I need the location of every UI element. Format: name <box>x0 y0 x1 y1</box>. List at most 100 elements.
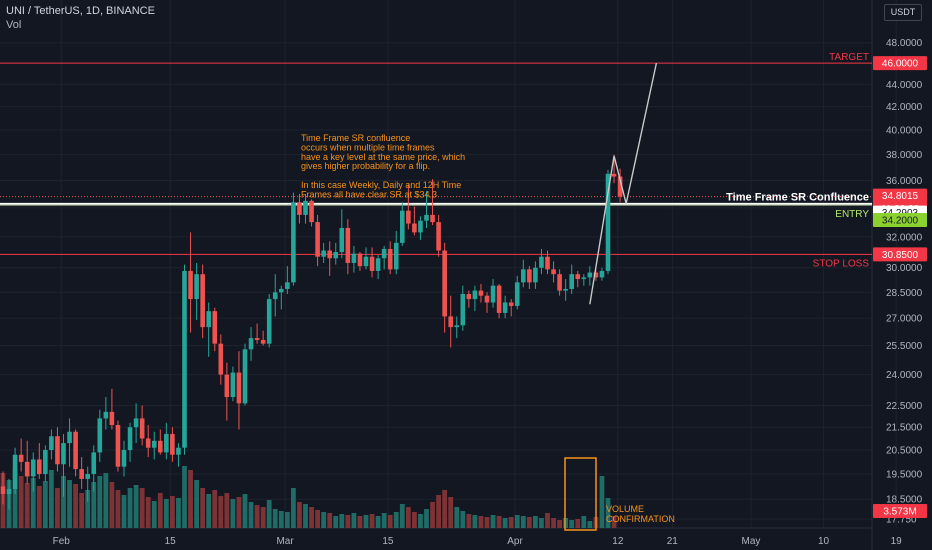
volume-bar <box>309 507 314 528</box>
last-price-tag-text: 34.8015 <box>882 191 919 202</box>
volume-bar <box>115 490 121 528</box>
volume-bar <box>36 486 42 528</box>
candle-body <box>85 473 90 479</box>
volume-bar <box>157 493 163 528</box>
volume-indicator-label: Vol <box>6 19 22 31</box>
volume-bar <box>121 495 127 528</box>
x-tick-label: Mar <box>276 536 294 547</box>
candle-body <box>611 173 617 177</box>
price-axis[interactable]: 48.0000 46.0000 44.0000 42.0000 40.0000 38.00… <box>873 38 927 526</box>
y-tick-label: 30.0000 <box>886 263 923 274</box>
candle-body <box>164 433 169 453</box>
candle-body <box>6 488 12 495</box>
volume-bar <box>363 515 369 528</box>
volume-bar <box>61 476 66 528</box>
volume-bar <box>611 516 617 528</box>
symbol-title: UNI / TetherUS, 1D, BINANCE <box>6 5 155 17</box>
candle-body <box>363 256 369 267</box>
volume-bar <box>97 476 103 528</box>
candle-body <box>218 343 224 375</box>
candle-body <box>442 250 447 317</box>
candle-body <box>400 210 405 243</box>
volume-last-tag-text: 3.573M <box>883 507 916 518</box>
volume-bar <box>369 514 375 528</box>
candle-body <box>43 450 48 474</box>
volume-bar <box>212 490 218 528</box>
volume-bar <box>472 515 478 528</box>
volume-bar <box>508 517 514 528</box>
candle-body <box>291 202 296 283</box>
last-price-tag <box>873 188 927 203</box>
volume-bar <box>514 515 520 528</box>
candle-body <box>514 282 520 306</box>
volume-bar <box>55 488 60 528</box>
volume-bar <box>526 517 532 528</box>
y-tick-label: 20.5000 <box>886 446 923 457</box>
candle-body <box>103 411 109 419</box>
y-tick-label: 48.0000 <box>886 38 923 49</box>
y-tick-label: 22.5000 <box>886 401 923 412</box>
candle-body <box>115 425 121 467</box>
currency-button[interactable]: USDT <box>884 4 922 21</box>
volume-bar <box>490 515 496 528</box>
candle-body <box>127 427 133 451</box>
volume-bar <box>133 485 139 528</box>
y-tick-label: 36.0000 <box>886 176 923 187</box>
y-tick-label: 19.5000 <box>886 469 923 480</box>
target-price-tag <box>873 56 927 71</box>
volume-bar <box>266 500 272 528</box>
candle-body <box>151 440 157 448</box>
candle-body <box>79 469 84 479</box>
candle-body <box>448 316 453 328</box>
candle-body <box>0 486 6 495</box>
volume-bar <box>315 510 320 528</box>
time-axis[interactable]: Feb 15 Mar 15 Apr 12 21 May 10 19 <box>53 536 903 547</box>
volume-bar <box>442 490 448 528</box>
volume-bar <box>49 470 54 528</box>
candle-body <box>297 202 302 215</box>
volume-bar <box>587 521 593 528</box>
x-tick-label: 10 <box>818 536 830 547</box>
volume-bar <box>224 493 230 528</box>
volume-bar <box>12 468 18 528</box>
candle-body <box>502 302 508 313</box>
candle-body <box>521 269 526 283</box>
candle-body <box>176 447 181 455</box>
volume-bar <box>170 496 175 528</box>
volume-bar <box>127 488 133 528</box>
candle-body <box>303 200 308 215</box>
volume-bar <box>18 476 24 528</box>
volume-bar <box>599 476 605 528</box>
volume-bar <box>303 504 308 528</box>
candle-body <box>575 274 581 280</box>
candle-body <box>91 452 97 474</box>
volume-bar <box>605 498 611 528</box>
volume-bar <box>163 499 169 528</box>
candle-body <box>254 338 260 340</box>
sr-note-line: Time Frame SR confluence <box>301 133 410 143</box>
sr-note-line: gives higher probability for a flip. <box>301 161 430 171</box>
y-tick-label: 25.5000 <box>886 341 923 352</box>
candle-body <box>49 436 54 451</box>
volume-bar <box>200 488 206 528</box>
volume-bar <box>405 507 411 528</box>
volume-bar <box>278 511 284 528</box>
volume-bar <box>206 494 212 528</box>
volume-bar <box>484 517 490 528</box>
candle-body <box>418 220 423 233</box>
candle-body <box>557 274 562 291</box>
candle-body <box>182 270 187 448</box>
candle-body <box>230 372 236 398</box>
volume-bar <box>533 516 538 528</box>
candle-body <box>309 200 314 223</box>
y-tick-label: 44.0000 <box>886 80 923 91</box>
candle-body <box>533 267 538 283</box>
level-label-stop-loss: STOP LOSS <box>813 258 870 269</box>
volume-bar <box>539 518 544 528</box>
volume-bar <box>333 516 339 528</box>
volume-note-line: CONFIRMATION <box>606 514 675 524</box>
candle-body <box>30 459 36 477</box>
